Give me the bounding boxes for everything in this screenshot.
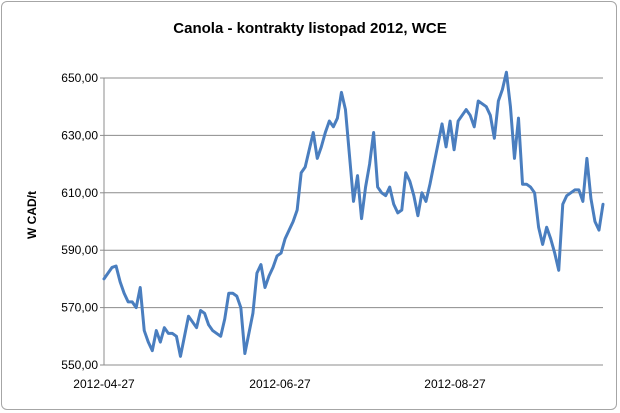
axes [100, 77, 603, 366]
y-axis-title: W CAD/t [25, 191, 39, 239]
y-tick-label: 550,00 [61, 358, 98, 372]
y-tick-labels: 650,00 630,00 610,00 590,00 570,00 550,00 [61, 71, 98, 372]
y-tick-label: 610,00 [61, 186, 98, 200]
series-layer [102, 70, 605, 358]
x-tick-label: 2012-04-27 [73, 377, 135, 391]
x-tick-label: 2012-06-27 [249, 377, 311, 391]
series-line [102, 70, 605, 358]
y-tick-label: 590,00 [61, 243, 98, 257]
y-tick-label: 630,00 [61, 128, 98, 142]
y-tick-label: 650,00 [61, 71, 98, 85]
y-tick-label: 570,00 [61, 301, 98, 315]
x-tick-label: 2012-08-27 [424, 377, 486, 391]
chart-title: Canola - kontrakty listopad 2012, WCE [173, 20, 446, 37]
x-tick-labels: 2012-04-27 2012-06-27 2012-08-27 [73, 377, 486, 391]
